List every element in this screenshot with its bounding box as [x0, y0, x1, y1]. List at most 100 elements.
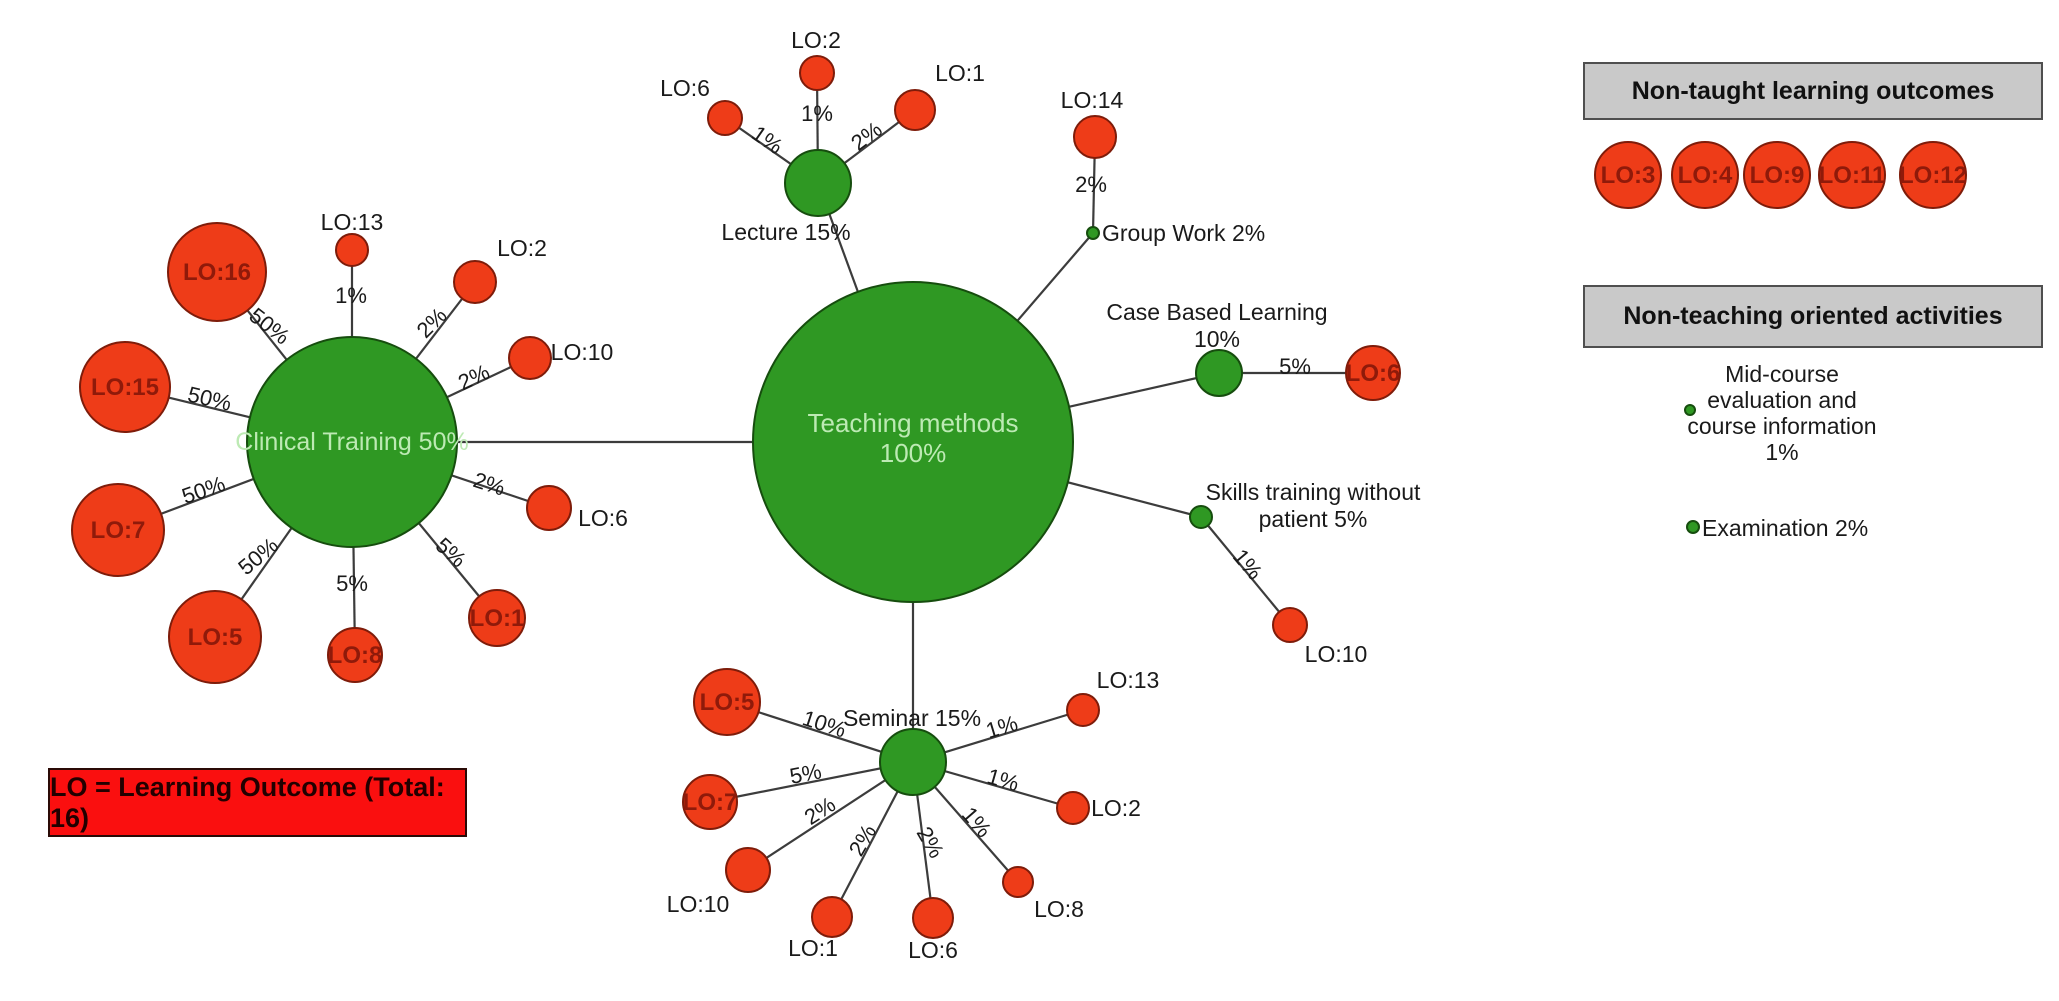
node-label-l_lo6: LO:6 [660, 75, 710, 101]
node-c_lo8 [327, 627, 383, 683]
node-label-lecture: Lecture 15% [721, 219, 850, 245]
node-c_lo2 [453, 260, 497, 304]
node-cbl [1195, 349, 1243, 397]
node-g_lo14 [1073, 115, 1117, 159]
node-label-l_lo2: LO:2 [791, 27, 841, 53]
node-c_lo10 [508, 336, 552, 380]
node-label-seminar: Seminar 15% [843, 705, 981, 731]
node-label-c_lo6: LO:6 [578, 505, 628, 531]
node-label-c_lo10: LO:10 [551, 339, 614, 365]
node-label-teaching: Teaching methods 100% [807, 408, 1018, 468]
node-se_lo13 [1066, 693, 1100, 727]
edge-label-clinical-c_lo7: 50% [179, 471, 229, 509]
edge-label-lecture-l_lo1: 2% [846, 116, 886, 155]
node-c_lo15 [79, 341, 171, 433]
node-label-s_lo10: LO:10 [1305, 641, 1368, 667]
node-label-midcourse: Mid-course evaluation and course informati… [1687, 361, 1876, 465]
node-label-se_lo7: LO:7 [683, 789, 738, 816]
edge-label-clinical-c_lo6: 2% [470, 467, 508, 501]
edge-label-cbl-cb_lo6: 5% [1279, 354, 1311, 379]
node-label-c_lo16: LO:16 [183, 259, 251, 286]
node-label-g_lo14: LO:14 [1061, 87, 1124, 113]
node-label-c_lo13: LO:13 [321, 209, 384, 235]
node-label-lg_lo4: LO:4 [1678, 162, 1733, 189]
edge-label-clinical-c_lo5: 50% [233, 533, 283, 580]
nodes-layer [71, 55, 1967, 939]
node-label-se_lo6: LO:6 [908, 937, 958, 963]
edge-label-lecture-l_lo6: 1% [747, 120, 787, 159]
node-label-c_lo2: LO:2 [497, 235, 547, 261]
edge-label-seminar-se_lo7: 5% [788, 758, 824, 789]
node-c_lo1 [468, 589, 526, 647]
edge-label-seminar-se_lo5: 10% [800, 705, 850, 742]
edge-label-clinical-c_lo15: 50% [185, 382, 234, 416]
edge-label-seminar-se_lo2: 1% [984, 763, 1021, 796]
node-se_lo7 [682, 774, 738, 830]
node-se_lo1 [811, 896, 853, 938]
node-exam [1686, 520, 1700, 534]
node-se_lo5 [693, 668, 761, 736]
edge-label-clinical-c_lo13: 1% [335, 283, 367, 308]
node-skills [1189, 505, 1213, 529]
node-label-exam: Examination 2% [1702, 515, 1868, 541]
edge-label-lecture-l_lo2: 1% [801, 101, 833, 126]
node-c_lo5 [168, 590, 262, 684]
node-groupwork [1086, 226, 1100, 240]
node-l_lo2 [799, 55, 835, 91]
node-label-se_lo1: LO:1 [788, 935, 838, 961]
edge-label-seminar-se_lo6: 2% [912, 822, 950, 862]
node-lg_lo4 [1671, 141, 1739, 209]
node-lg_lo9 [1743, 141, 1811, 209]
node-lg_lo3 [1594, 141, 1662, 209]
node-se_lo6 [912, 897, 954, 939]
node-label-se_lo2: LO:2 [1091, 795, 1141, 821]
node-l_lo6 [707, 100, 743, 136]
node-l_lo1 [894, 89, 936, 131]
node-label-groupwork: Group Work 2% [1102, 220, 1265, 246]
lo-abbreviation-note: LO = Learning Outcome (Total: 16) [48, 768, 467, 837]
node-c_lo13 [335, 233, 369, 267]
node-s_lo10 [1272, 607, 1308, 643]
edge-label-skills-s_lo10: 1% [1228, 544, 1268, 584]
edge-seminar-se_lo7 [709, 760, 914, 804]
node-label-c_lo1: LO:1 [470, 605, 525, 632]
node-label-c_lo8: LO:8 [328, 642, 383, 669]
edge-label-clinical-c_lo1: 5% [431, 532, 471, 572]
node-clinical [246, 336, 458, 548]
node-se_lo8 [1002, 866, 1034, 898]
node-label-cbl: Case Based Learning 10% [1106, 299, 1327, 352]
edge-label-seminar-se_lo1: 2% [844, 820, 882, 860]
node-c_lo16 [167, 222, 267, 322]
edge-label-seminar-se_lo13: 1% [983, 710, 1021, 743]
node-label-cb_lo6: LO:6 [1346, 360, 1401, 387]
node-label-skills: Skills training without patient 5% [1206, 479, 1421, 532]
edge-label-seminar-se_lo8: 1% [957, 802, 997, 842]
node-teaching [752, 281, 1074, 603]
node-c_lo7 [71, 483, 165, 577]
node-lg_lo11 [1818, 141, 1886, 209]
node-labels-layer: Teaching methods 100% Clinical Training 50… [91, 27, 1967, 963]
edge-label-clinical-c_lo8: 5% [336, 571, 368, 596]
node-label-lg_lo3: LO:3 [1601, 162, 1656, 189]
legend-non-teaching-header: Non-teaching oriented activities [1583, 285, 2043, 348]
node-label-se_lo5: LO:5 [700, 689, 755, 716]
edge-label-seminar-se_lo10: 2% [800, 792, 840, 830]
node-label-lg_lo9: LO:9 [1750, 162, 1805, 189]
edge-label-groupwork-g_lo14: 2% [1075, 172, 1107, 197]
node-label-c_lo5: LO:5 [188, 624, 243, 651]
node-label-c_lo15: LO:15 [91, 374, 159, 401]
edge-skills-s_lo10 [1200, 516, 1291, 626]
node-lg_lo12 [1899, 141, 1967, 209]
node-label-se_lo8: LO:8 [1034, 896, 1084, 922]
edge-label-clinical-c_lo16: 50% [245, 303, 295, 350]
node-label-lg_lo12: LO:12 [1899, 162, 1967, 189]
node-label-se_lo13: LO:13 [1097, 667, 1160, 693]
node-label-l_lo1: LO:1 [935, 60, 985, 86]
node-lecture [784, 149, 852, 217]
legend-non-taught-header: Non-taught learning outcomes [1583, 62, 2043, 120]
node-label-clinical: Clinical Training 50% [235, 428, 468, 456]
node-cb_lo6 [1345, 345, 1401, 401]
edge-label-clinical-c_lo2: 2% [412, 303, 452, 343]
